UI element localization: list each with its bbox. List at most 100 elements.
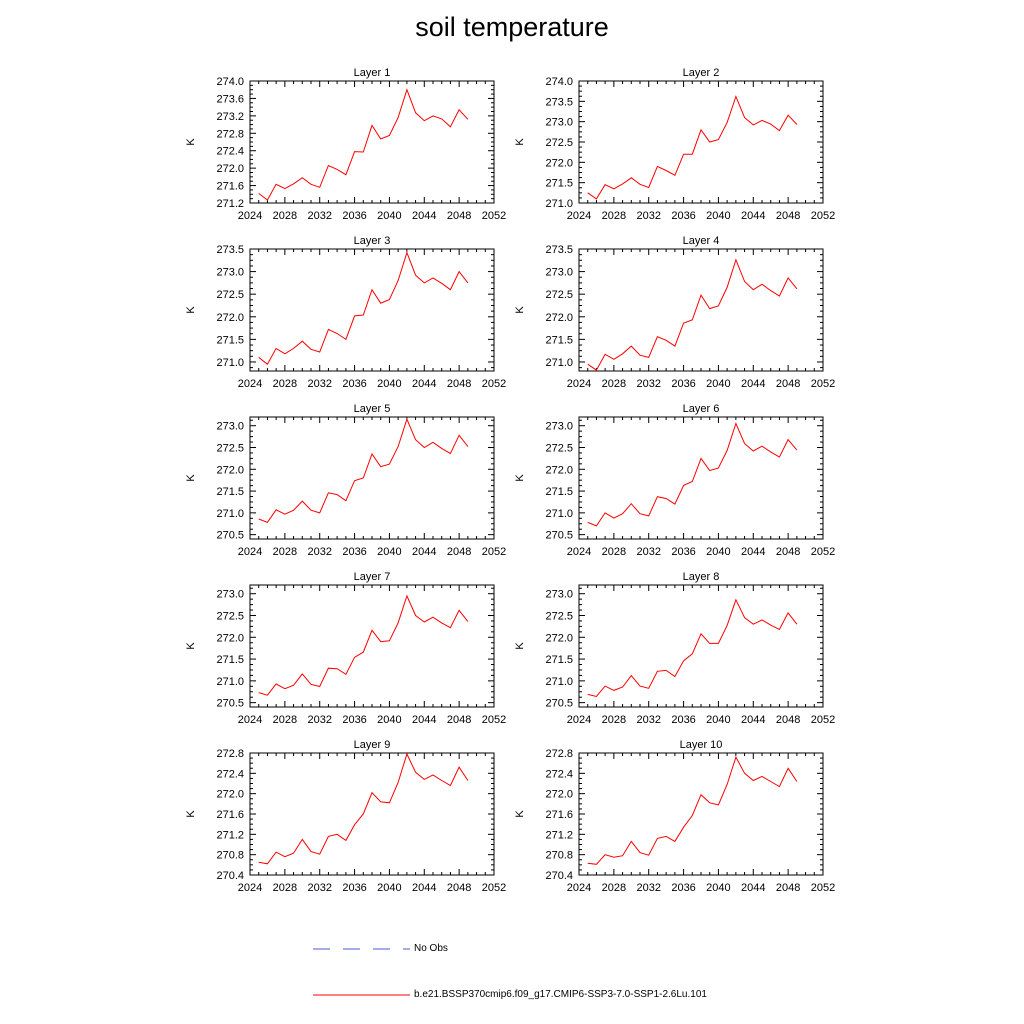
x-tick-label: 2028 bbox=[273, 546, 297, 558]
x-tick-label: 2044 bbox=[741, 546, 765, 558]
y-axis-label: K bbox=[185, 306, 197, 314]
series-line bbox=[587, 755, 798, 865]
y-axis-label: K bbox=[514, 642, 526, 650]
y-tick-label: 270.5 bbox=[545, 698, 573, 710]
legend-model-label: b.e21.BSSP370cmip6.f09_g17.CMIP6-SSP3-7.… bbox=[414, 989, 707, 1000]
panel-title: Layer 8 bbox=[683, 571, 720, 583]
x-tick-label: 2024 bbox=[567, 714, 591, 726]
y-tick-label: 272.0 bbox=[216, 464, 244, 476]
x-tick-label: 2040 bbox=[706, 882, 730, 894]
x-tick-label: 2028 bbox=[273, 714, 297, 726]
x-tick-label: 2028 bbox=[602, 714, 626, 726]
legend-no-obs-label: No Obs bbox=[414, 943, 448, 954]
y-axis-label: K bbox=[185, 642, 197, 650]
x-tick-label: 2048 bbox=[447, 546, 471, 558]
chart-panel-9: Layer 9 K 2024 2028 2032 2036 2040 2044 2048 2052… bbox=[185, 739, 506, 894]
chart-panel-3: Layer 3 K 2024 2028 2032 2036 2040 2044 2048 2052… bbox=[185, 235, 506, 390]
y-tick-label: 273.5 bbox=[216, 244, 244, 256]
x-tick-label: 2032 bbox=[307, 546, 331, 558]
x-tick-label: 2036 bbox=[342, 210, 366, 222]
x-tick-label: 2028 bbox=[273, 210, 297, 222]
x-tick-label: 2044 bbox=[412, 882, 436, 894]
x-tick-label: 2036 bbox=[671, 378, 695, 390]
figure-title: soil temperature bbox=[415, 12, 609, 42]
y-tick-label: 271.0 bbox=[545, 198, 573, 210]
series-line bbox=[258, 752, 469, 865]
y-tick-label: 272.0 bbox=[216, 789, 244, 801]
y-tick-label: 270.5 bbox=[216, 530, 244, 542]
y-tick-label: 272.0 bbox=[545, 157, 573, 169]
plot-frame bbox=[249, 584, 495, 708]
series-line bbox=[587, 95, 798, 200]
series-line bbox=[587, 598, 798, 698]
y-tick-label: 273.0 bbox=[216, 267, 244, 279]
panel-title: Layer 4 bbox=[683, 235, 720, 247]
y-tick-label: 273.0 bbox=[216, 421, 244, 433]
y-tick-label: 272.5 bbox=[216, 611, 244, 623]
y-tick-label: 271.6 bbox=[216, 181, 244, 193]
y-axis-label: K bbox=[514, 306, 526, 314]
x-tick-label: 2028 bbox=[273, 378, 297, 390]
y-tick-label: 272.0 bbox=[545, 632, 573, 644]
series-line bbox=[258, 251, 469, 365]
y-tick-label: 271.0 bbox=[545, 676, 573, 688]
plot-frame bbox=[578, 248, 824, 372]
y-tick-label: 272.5 bbox=[545, 137, 573, 149]
chart-panel-1: Layer 1 K 2024 2028 2032 2036 2040 2044 2048 2052… bbox=[185, 67, 506, 222]
chart-panel-2: Layer 2 K 2024 2028 2032 2036 2040 2044 2048 2052… bbox=[514, 67, 835, 222]
y-tick-label: 271.0 bbox=[545, 508, 573, 520]
x-tick-label: 2024 bbox=[567, 210, 591, 222]
plot-frame bbox=[578, 584, 824, 708]
y-tick-label: 272.5 bbox=[545, 289, 573, 301]
chart-panel-8: Layer 8 K 2024 2028 2032 2036 2040 2044 2048 2052… bbox=[514, 571, 835, 726]
x-tick-label: 2052 bbox=[482, 378, 506, 390]
x-tick-label: 2040 bbox=[377, 546, 401, 558]
x-tick-label: 2036 bbox=[342, 714, 366, 726]
x-tick-label: 2052 bbox=[811, 546, 835, 558]
panel-title: Layer 10 bbox=[680, 739, 723, 751]
y-tick-label: 274.0 bbox=[545, 76, 573, 88]
x-tick-label: 2044 bbox=[741, 882, 765, 894]
y-tick-label: 271.5 bbox=[216, 334, 244, 346]
panel-title: Layer 2 bbox=[683, 67, 720, 79]
x-tick-label: 2052 bbox=[811, 882, 835, 894]
y-tick-label: 271.5 bbox=[545, 334, 573, 346]
series-line bbox=[258, 594, 469, 696]
y-tick-label: 273.6 bbox=[216, 93, 244, 105]
x-tick-label: 2040 bbox=[706, 714, 730, 726]
y-tick-label: 271.0 bbox=[216, 357, 244, 369]
y-tick-label: 272.0 bbox=[216, 632, 244, 644]
x-tick-label: 2044 bbox=[412, 210, 436, 222]
x-tick-label: 2028 bbox=[273, 882, 297, 894]
y-tick-label: 272.4 bbox=[545, 768, 573, 780]
x-tick-label: 2024 bbox=[238, 378, 262, 390]
x-tick-label: 2032 bbox=[636, 210, 660, 222]
x-tick-label: 2040 bbox=[706, 546, 730, 558]
x-tick-label: 2032 bbox=[307, 882, 331, 894]
y-tick-label: 273.5 bbox=[545, 244, 573, 256]
y-tick-label: 271.6 bbox=[545, 809, 573, 821]
y-axis-label: K bbox=[514, 810, 526, 818]
y-tick-label: 272.4 bbox=[216, 146, 244, 158]
y-tick-label: 272.8 bbox=[216, 748, 244, 760]
x-tick-label: 2032 bbox=[307, 714, 331, 726]
y-tick-label: 270.4 bbox=[216, 870, 244, 882]
x-tick-label: 2040 bbox=[377, 210, 401, 222]
x-tick-label: 2032 bbox=[636, 882, 660, 894]
x-tick-label: 2048 bbox=[447, 378, 471, 390]
x-tick-label: 2052 bbox=[482, 714, 506, 726]
x-tick-label: 2048 bbox=[776, 714, 800, 726]
y-tick-label: 270.5 bbox=[545, 530, 573, 542]
y-tick-label: 272.4 bbox=[216, 768, 244, 780]
x-tick-label: 2040 bbox=[377, 378, 401, 390]
x-tick-label: 2052 bbox=[811, 210, 835, 222]
x-tick-label: 2036 bbox=[342, 378, 366, 390]
panel-title: Layer 9 bbox=[354, 739, 391, 751]
x-tick-label: 2036 bbox=[671, 714, 695, 726]
x-tick-label: 2044 bbox=[741, 714, 765, 726]
x-tick-label: 2048 bbox=[447, 210, 471, 222]
x-tick-label: 2044 bbox=[412, 378, 436, 390]
chart-panel-7: Layer 7 K 2024 2028 2032 2036 2040 2044 2048 2052… bbox=[185, 571, 506, 726]
series-line bbox=[587, 422, 798, 527]
